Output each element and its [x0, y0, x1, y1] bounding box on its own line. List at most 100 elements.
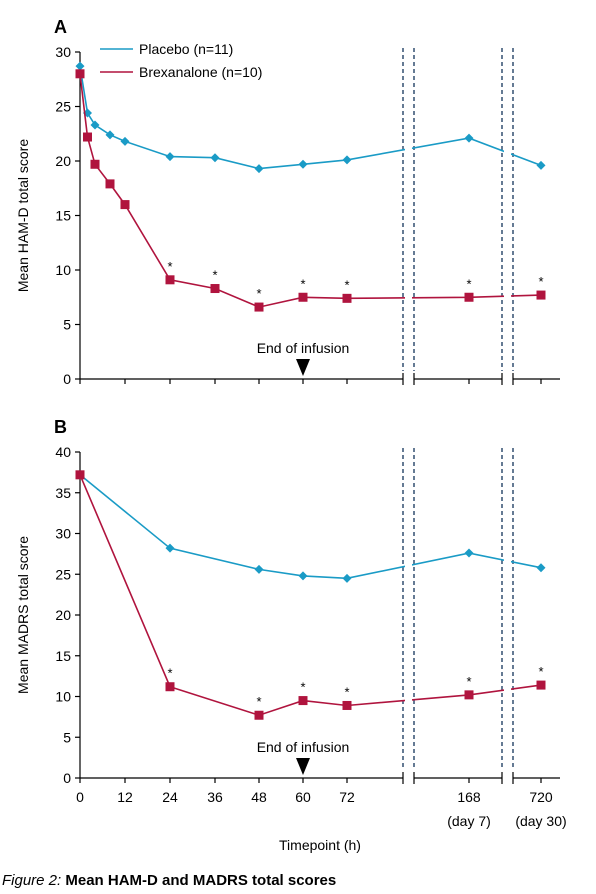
y-axis-label: Mean HAM-D total score — [15, 139, 31, 292]
end-of-infusion-label: End of infusion — [257, 340, 350, 356]
brexanolone-point — [83, 132, 92, 142]
significance-asterisk: * — [300, 276, 305, 291]
significance-asterisk: * — [300, 680, 305, 695]
placebo-point — [298, 159, 308, 169]
brexanolone-point — [298, 292, 308, 302]
placebo-point — [210, 153, 220, 163]
series-line-placebo — [79, 474, 542, 580]
significance-asterisk: * — [256, 694, 261, 709]
y-tick-label: 0 — [63, 371, 71, 387]
x-tick-label: 72 — [339, 789, 355, 805]
brexanolone-point — [75, 470, 85, 480]
brexanolone-point — [536, 680, 546, 690]
significance-asterisk: * — [466, 276, 471, 291]
end-of-infusion-label: End of infusion — [257, 739, 350, 755]
brexanolone-point — [105, 179, 115, 189]
break-gap — [405, 448, 412, 770]
y-tick-label: 10 — [55, 689, 71, 705]
y-axis-label: Mean MADRS total score — [15, 536, 31, 694]
brexanolone-point — [90, 159, 100, 169]
brexanolone-point — [536, 290, 546, 300]
significance-asterisk: * — [538, 664, 543, 679]
y-tick-label: 25 — [55, 99, 71, 115]
significance-asterisk: * — [344, 684, 349, 699]
y-tick-label: 5 — [63, 317, 71, 333]
break-gap — [504, 48, 511, 371]
y-tick-label: 40 — [55, 444, 71, 460]
x-tick-label: 36 — [207, 789, 223, 805]
placebo-point — [75, 61, 85, 71]
figure-caption: Figure 2: Mean HAM-D and MADRS total sco… — [2, 872, 336, 889]
x-tick-label: 48 — [251, 789, 267, 805]
placebo-point — [464, 133, 474, 143]
x-tick-label: 60 — [295, 789, 311, 805]
y-tick-label: 20 — [55, 153, 71, 169]
x-tick-label: 24 — [162, 789, 178, 805]
y-tick-label: 0 — [63, 770, 71, 786]
y-tick-label: 35 — [55, 485, 71, 501]
brexanolone-point — [342, 700, 352, 710]
significance-asterisk: * — [212, 268, 217, 283]
panel-letter: B — [54, 417, 67, 437]
panel-a: A 0 5 10 15 20 25 30 Mean HAM-D total score * * * * *… — [15, 17, 560, 387]
placebo-point — [464, 548, 474, 558]
panel-b: B 0 5 10 15 20 25 30 35 40 Mean MADRS total score *… — [15, 417, 560, 786]
brexanolone-point — [342, 293, 352, 303]
placebo-point — [536, 160, 546, 170]
significance-asterisk: * — [344, 277, 349, 292]
brexanolone-point — [254, 302, 264, 312]
panel-letter: A — [54, 17, 67, 37]
caption-lead: Figure 2: — [2, 872, 62, 889]
placebo-point — [298, 571, 308, 581]
legend-label-placebo: Placebo (n=11) — [139, 41, 233, 57]
x-axis-label: Timepoint (h) — [279, 837, 361, 853]
placebo-point — [165, 152, 175, 162]
y-tick-label: 10 — [55, 262, 71, 278]
brexanolone-point — [165, 275, 175, 285]
y-tick-label: 15 — [55, 208, 71, 224]
break-gap — [405, 48, 412, 371]
x-tick-label: 168 — [457, 789, 481, 805]
placebo-point — [342, 573, 352, 583]
y-tick-label: 30 — [55, 44, 71, 60]
placebo-point — [105, 130, 115, 140]
break-gap — [504, 448, 511, 770]
series-line-placebo — [79, 66, 542, 170]
x-tick-sublabel: (day 30) — [515, 813, 566, 829]
legend: Placebo (n=11) Brexanalone (n=10) — [100, 41, 262, 80]
significance-asterisk: * — [167, 666, 172, 681]
brexanolone-point — [464, 292, 474, 302]
brexanolone-point — [298, 696, 308, 706]
placebo-point — [254, 564, 264, 574]
end-of-infusion-arrow-icon — [296, 359, 310, 376]
series-line-brexanolone — [79, 73, 542, 308]
x-axis: 0 12 24 36 48 60 72 168 (day 7) 720 (day 30) Timepo… — [76, 789, 567, 853]
placebo-point — [120, 136, 130, 146]
brexanolone-point — [120, 200, 130, 210]
brexanolone-point — [165, 682, 175, 692]
significance-asterisk: * — [167, 259, 172, 274]
brexanolone-point — [75, 69, 85, 79]
brexanolone-point — [464, 690, 474, 700]
placebo-point — [165, 543, 175, 553]
y-tick-label: 20 — [55, 607, 71, 623]
x-tick-label: 720 — [529, 789, 553, 805]
placebo-point — [254, 164, 264, 174]
legend-label-brexanolone: Brexanalone (n=10) — [139, 64, 262, 80]
x-tick-label: 12 — [117, 789, 133, 805]
y-tick-label: 25 — [55, 566, 71, 582]
y-tick-label: 5 — [63, 729, 71, 745]
y-tick-label: 30 — [55, 526, 71, 542]
significance-asterisk: * — [256, 286, 261, 301]
brexanolone-point — [210, 284, 220, 294]
placebo-point — [536, 563, 546, 573]
x-tick-sublabel: (day 7) — [447, 813, 491, 829]
placebo-point — [90, 120, 100, 130]
significance-asterisk: * — [538, 274, 543, 289]
brexanolone-point — [254, 710, 264, 720]
y-tick-label: 15 — [55, 648, 71, 664]
caption-title: Mean HAM-D and MADRS total scores — [61, 872, 337, 889]
significance-asterisk: * — [466, 674, 471, 689]
x-tick-label: 0 — [76, 789, 84, 805]
